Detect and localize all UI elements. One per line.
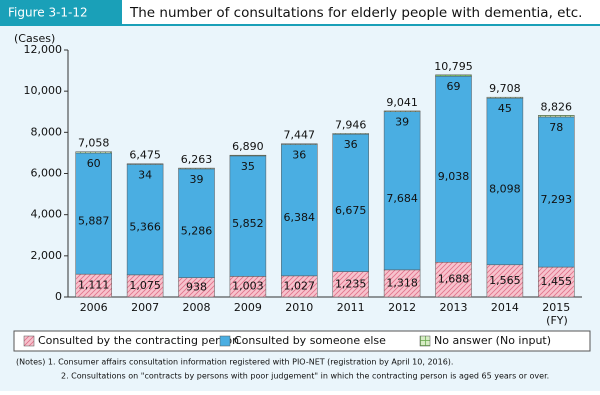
total-label: 7,946 xyxy=(335,118,367,131)
y-tick-label: 6,000 xyxy=(31,167,63,180)
data-label: 36 xyxy=(292,148,306,161)
total-label: 8,826 xyxy=(541,100,573,113)
total-label: 7,447 xyxy=(284,129,316,142)
data-label: 9,038 xyxy=(438,170,470,183)
data-label: 1,003 xyxy=(232,280,264,293)
total-label: 9,708 xyxy=(489,82,521,95)
y-tick-label: 10,000 xyxy=(24,84,63,97)
legend-label: No answer (No input) xyxy=(434,334,551,347)
data-label: 1,027 xyxy=(284,279,316,292)
data-label: 5,286 xyxy=(181,224,213,237)
total-label: 10,795 xyxy=(434,60,473,73)
legend-swatch xyxy=(219,335,231,347)
x-tick-label: 2008 xyxy=(183,301,211,314)
total-label: 6,263 xyxy=(181,153,213,166)
bar-segment xyxy=(332,133,369,272)
y-tick-label: 2,000 xyxy=(31,249,63,262)
x-tick-label: 2011 xyxy=(337,301,365,314)
data-label: 6,384 xyxy=(284,211,316,224)
bar-segment xyxy=(126,163,164,165)
bar-segment xyxy=(75,152,112,275)
figure-label-box xyxy=(0,0,122,25)
bar-segment xyxy=(435,75,472,263)
bar-segment xyxy=(126,164,164,276)
data-label: 7,684 xyxy=(386,192,418,205)
x-tick-label: 2006 xyxy=(80,301,108,314)
data-label: 60 xyxy=(87,157,101,170)
bar-segment xyxy=(538,266,575,298)
bar-segment xyxy=(332,271,369,298)
data-label: 1,075 xyxy=(129,279,161,292)
bar-segment xyxy=(383,110,421,112)
total-label: 6,475 xyxy=(129,149,161,162)
bar-segment xyxy=(383,269,421,298)
legend-swatch xyxy=(419,335,431,347)
data-label: 1,235 xyxy=(335,277,367,290)
note: (Notes) 1. Consumer affairs consultation… xyxy=(16,358,453,367)
x-tick-label: 2009 xyxy=(234,301,262,314)
x-tick-label: 2010 xyxy=(285,301,313,314)
bar-segment xyxy=(281,143,318,145)
data-label: 34 xyxy=(138,168,152,181)
note: 2. Consultations on "contracts by person… xyxy=(61,372,549,381)
data-label: 7,293 xyxy=(541,193,573,206)
data-label: 69 xyxy=(447,80,461,93)
bar-segment xyxy=(229,154,267,157)
bar-segment xyxy=(538,115,575,118)
data-label: 8,098 xyxy=(489,182,521,195)
data-label: 1,688 xyxy=(438,273,470,286)
figure-label: Figure 3-1-12 xyxy=(8,6,88,20)
chart-title: The number of consultations for elderly … xyxy=(129,5,582,21)
legend-label: Consulted by someone else xyxy=(234,334,386,347)
data-label: 1,318 xyxy=(386,276,418,289)
data-label: 5,852 xyxy=(232,217,264,230)
data-label: 39 xyxy=(190,173,204,186)
data-label: 36 xyxy=(344,138,358,151)
bar-segment xyxy=(435,74,472,77)
x-tick-label: 2014 xyxy=(491,301,519,314)
bar-segment xyxy=(435,262,472,298)
data-label: 1,455 xyxy=(541,275,573,288)
total-label: 9,041 xyxy=(386,96,418,109)
y-tick-label: 12,000 xyxy=(24,43,63,56)
data-label: 5,887 xyxy=(78,215,110,228)
total-label: 6,890 xyxy=(232,140,264,153)
y-tick-label: 8,000 xyxy=(31,125,63,138)
bar-segment xyxy=(332,133,369,135)
y-tick-label: 4,000 xyxy=(31,208,63,221)
data-label: 1,111 xyxy=(78,279,110,292)
bar-segment xyxy=(229,155,267,277)
x-tick-label: 2007 xyxy=(131,301,159,314)
bar-segment xyxy=(383,111,421,271)
bar-segment xyxy=(538,116,575,268)
bar-segment xyxy=(486,96,524,99)
bar-segment xyxy=(178,168,215,278)
data-label: 1,565 xyxy=(489,274,521,287)
data-label: 78 xyxy=(549,121,563,134)
x-tick-label: 2013 xyxy=(440,301,468,314)
data-label: 6,675 xyxy=(335,204,367,217)
bar-segment xyxy=(486,97,524,266)
data-label: 5,366 xyxy=(129,221,161,234)
x-tick-label: 2012 xyxy=(388,301,416,314)
legend-box xyxy=(13,330,591,352)
bar-segment xyxy=(178,167,215,170)
data-label: 45 xyxy=(498,102,512,115)
bar-segment xyxy=(281,144,318,277)
x-tick-label: 2015 xyxy=(542,301,570,314)
legend-label: Consulted by the contracting person xyxy=(38,334,239,347)
y-axis-label: (Cases) xyxy=(14,32,55,45)
data-label: 35 xyxy=(241,160,255,173)
data-label: 938 xyxy=(186,280,207,293)
bar-segment xyxy=(75,151,112,154)
x-axis-label: (FY) xyxy=(546,314,568,327)
total-label: 7,058 xyxy=(78,137,110,150)
legend-swatch xyxy=(23,335,35,347)
data-label: 39 xyxy=(395,116,409,129)
y-tick-label: 0 xyxy=(55,290,62,303)
